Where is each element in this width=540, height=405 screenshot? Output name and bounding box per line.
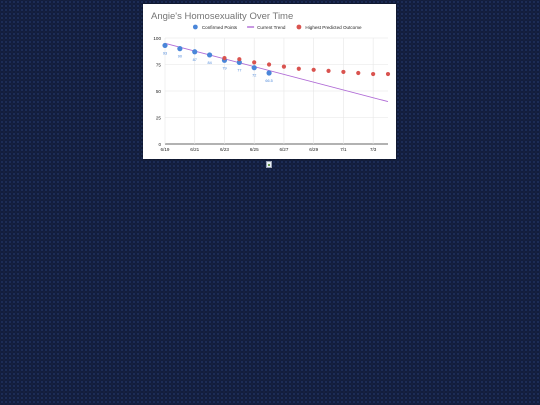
predicted-point — [281, 64, 287, 69]
series-layer: 93 90 87 84 79 77 72 66.5 — [162, 42, 391, 103]
legend-dot-swatch — [192, 24, 198, 30]
chart-card: Angie's Homosexuality Over Time Confirme… — [143, 4, 396, 159]
chart-title: Angie's Homosexuality Over Time — [151, 11, 293, 22]
y-axis: 0 25 50 75 100 — [153, 36, 161, 147]
x-axis: 6/19 6/21 6/23 6/25 6/27 6/29 7/1 7/3 — [161, 147, 377, 152]
data-label: 84 — [207, 61, 211, 65]
x-tick-label: 7/3 — [370, 147, 377, 152]
legend-item: Confirmed Points — [192, 24, 238, 30]
x-tick-label: 7/1 — [340, 147, 347, 152]
confirmed-point — [192, 49, 198, 55]
confirmed-point — [266, 70, 272, 76]
x-tick-label: 6/23 — [220, 147, 229, 152]
x-tick-label: 6/19 — [161, 147, 170, 152]
legend-dot-swatch — [296, 24, 302, 30]
y-tick-label: 50 — [156, 89, 162, 94]
predicted-point — [222, 56, 227, 61]
data-label: 90 — [178, 55, 182, 59]
x-tick-label: 6/25 — [250, 147, 259, 152]
predicted-point — [296, 66, 301, 71]
data-label: 79 — [222, 66, 226, 70]
predicted-point — [356, 70, 361, 76]
legend-label: Current Trend — [257, 25, 286, 30]
predicted-point — [311, 67, 316, 72]
confirmed-point — [177, 46, 183, 52]
x-tick-label: 6/27 — [279, 147, 288, 152]
data-label: 77 — [237, 68, 241, 72]
y-tick-label: 25 — [156, 116, 162, 121]
predicted-point — [266, 62, 272, 67]
confirmed-point — [207, 52, 213, 58]
data-label: 87 — [193, 58, 197, 62]
y-tick-label: 0 — [158, 142, 161, 147]
data-label: 72 — [252, 74, 256, 78]
x-tick-label: 6/29 — [309, 147, 318, 152]
predicted-point — [326, 68, 331, 73]
confirmed-point — [162, 42, 168, 49]
predicted-point — [341, 69, 346, 75]
confirmed-point — [236, 59, 242, 65]
predicted-point — [385, 71, 391, 77]
gridlines — [164, 37, 388, 145]
predicted-point — [371, 71, 376, 77]
legend: Confirmed Points Current Trend Highest Pre… — [192, 24, 362, 30]
legend-item: Highest Predicted Outcome — [296, 24, 362, 30]
y-tick-label: 75 — [156, 63, 162, 68]
legend-label: Highest Predicted Outcome — [305, 25, 362, 30]
legend-item: Current Trend — [247, 25, 286, 30]
chart: Angie's Homosexuality Over Time Confirme… — [151, 11, 391, 152]
data-label: 93 — [163, 51, 167, 55]
y-tick-label: 100 — [153, 36, 161, 41]
trend-line — [164, 42, 389, 103]
predicted-point — [252, 60, 257, 65]
confirmed-point — [251, 65, 257, 71]
data-label: 66.5 — [265, 79, 272, 83]
legend-label: Confirmed Points — [202, 25, 238, 30]
predicted-point — [237, 57, 242, 62]
x-tick-label: 6/21 — [190, 147, 199, 152]
broken-image-icon — [266, 161, 272, 168]
